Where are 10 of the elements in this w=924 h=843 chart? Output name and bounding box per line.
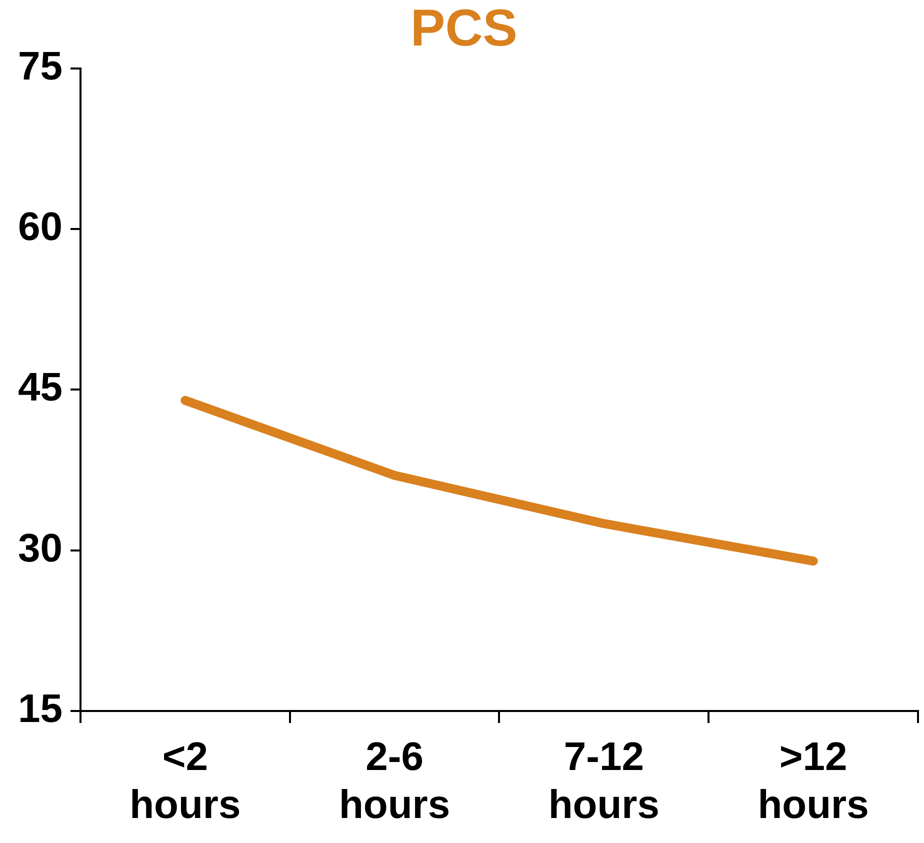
x-tick-label: >12 hours	[758, 735, 869, 828]
chart-title: PCS	[410, 0, 518, 58]
y-tick-label: 15	[18, 687, 62, 732]
x-tick-label: 7-12 hours	[548, 735, 660, 828]
y-tick-label: 75	[18, 44, 62, 88]
y-tick-label: 60	[18, 205, 62, 250]
y-tick-label: 45	[18, 366, 62, 410]
x-tick-label: 2-6 hours	[338, 735, 450, 828]
y-tick-label: 30	[18, 526, 62, 570]
x-tick-label: <2 hours	[130, 735, 241, 828]
